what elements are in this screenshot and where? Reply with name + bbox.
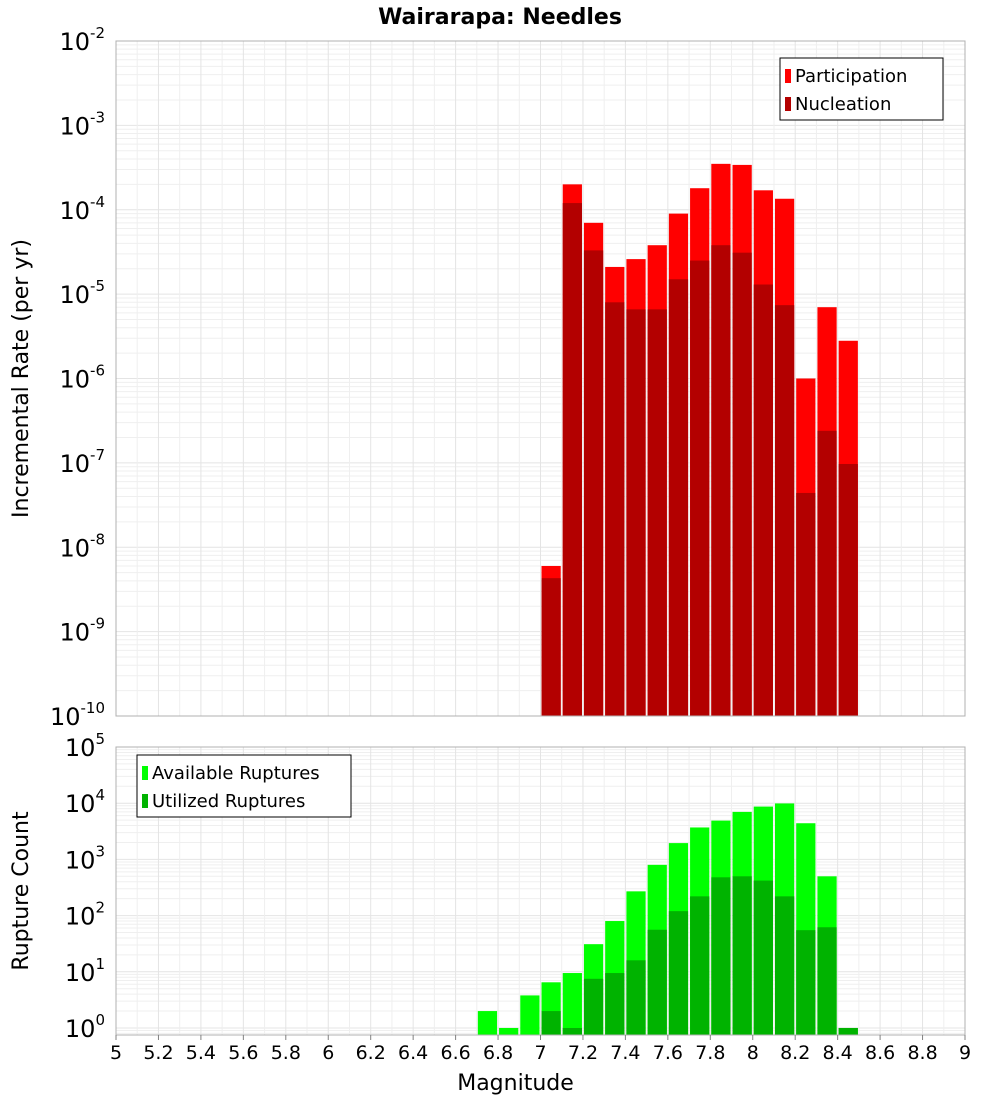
y-tick-label: 10-2: [59, 24, 105, 56]
bar: [605, 302, 625, 716]
bar: [668, 279, 689, 716]
bar: [668, 911, 689, 1035]
x-tick-label: 7.8: [695, 1042, 725, 1064]
y-tick-label: 10-7: [59, 446, 105, 478]
y-tick-label: 104: [65, 786, 105, 818]
x-tick-label: 9: [959, 1042, 971, 1064]
legend-label: Participation: [795, 66, 907, 87]
x-tick-label: 8.4: [823, 1042, 853, 1064]
y-tick-label: 10-4: [59, 193, 105, 225]
x-tick-label: 8.8: [907, 1042, 937, 1064]
x-tick-label: 6: [322, 1042, 334, 1064]
y-tick-label: 103: [65, 842, 105, 874]
x-tick-label: 5.2: [143, 1042, 173, 1064]
legend-label: Available Ruptures: [152, 763, 320, 784]
bottom-y-axis-title: Rupture Count: [9, 811, 34, 971]
top-legend: Participation Nucleation: [779, 57, 944, 121]
x-tick-label: 8.2: [780, 1042, 810, 1064]
x-tick-label: 6.6: [440, 1042, 470, 1064]
y-tick-label: 102: [65, 899, 105, 931]
bar: [499, 1027, 519, 1035]
bar: [796, 492, 816, 716]
bar: [647, 929, 667, 1035]
x-tick-label: 5.6: [228, 1042, 258, 1064]
legend-swatch: [142, 794, 148, 808]
y-tick-label: 101: [65, 955, 105, 987]
bar: [583, 250, 604, 717]
x-tick-label: 7.2: [568, 1042, 598, 1064]
y-tick-label: 10-5: [59, 277, 105, 309]
x-tick-label: 7: [534, 1042, 546, 1064]
bar: [690, 896, 710, 1035]
bar: [647, 309, 667, 716]
legend-box: [136, 754, 352, 818]
bar: [583, 978, 604, 1035]
bottom-panel: 105 104 103 102 101 100 Rupture Count Available…: [9, 730, 971, 1096]
legend-box: [779, 57, 944, 121]
bottom-bars: [477, 803, 858, 1035]
legend-label: Utilized Ruptures: [152, 791, 305, 812]
x-tick-label: 7.6: [653, 1042, 683, 1064]
y-tick-label: 105: [65, 730, 105, 762]
bar: [541, 1011, 561, 1035]
bar: [626, 309, 646, 716]
legend-swatch: [785, 97, 791, 111]
bar: [817, 430, 837, 716]
bar: [838, 1027, 858, 1035]
bar: [732, 252, 752, 716]
top-plot-frame: [115, 40, 966, 717]
top-y-axis-title: Incremental Rate (per yr): [9, 239, 34, 518]
x-tick-label: 5.4: [186, 1042, 216, 1064]
bar: [753, 880, 773, 1035]
bottom-legend: Available Ruptures Utilized Ruptures: [136, 754, 352, 818]
x-tick-label: 7.4: [610, 1042, 640, 1064]
bar: [562, 203, 582, 716]
bar: [711, 245, 731, 717]
x-tick-labels: 5 5.2 5.4 5.6 5.8 6 6.2 6.4 6.6 6.8 7 7.2 7.4 7.6 7.8 8…: [110, 1035, 971, 1064]
y-tick-label: 10-10: [50, 699, 105, 731]
y-tick-label: 10-3: [59, 108, 105, 140]
bar: [477, 1011, 498, 1035]
legend-label: Nucleation: [795, 94, 891, 115]
legend-swatch: [785, 69, 791, 83]
bar: [753, 284, 773, 716]
bar: [690, 260, 710, 716]
bottom-series-utilized-ruptures: [541, 876, 858, 1035]
top-y-tick-labels: 10-2 10-3 10-4 10-5 10-6 10-7 10-8 10-9 10-10: [50, 24, 105, 731]
bar: [605, 973, 625, 1035]
legend-swatch: [142, 766, 148, 780]
bar: [562, 1027, 582, 1035]
bar: [774, 305, 795, 716]
x-tick-label: 6.8: [483, 1042, 513, 1064]
y-tick-label: 10-9: [59, 615, 105, 647]
top-series-nucleation: [541, 203, 858, 717]
bar: [541, 578, 561, 716]
x-tick-label: 6.2: [356, 1042, 386, 1064]
bar: [732, 876, 752, 1035]
y-tick-label: 100: [65, 1011, 105, 1043]
bar: [817, 927, 837, 1035]
x-tick-label: 6.4: [398, 1042, 428, 1064]
top-bars: [541, 163, 858, 717]
bar: [774, 896, 795, 1035]
chart-title: Wairarapa: Needles: [378, 5, 622, 30]
bar: [711, 877, 731, 1035]
bar: [796, 930, 816, 1035]
y-tick-label: 10-8: [59, 530, 105, 562]
bar: [838, 463, 858, 716]
x-tick-label: 8: [747, 1042, 759, 1064]
y-tick-label: 10-6: [59, 362, 105, 394]
x-tick-label: 5: [110, 1042, 122, 1064]
x-tick-label: 8.6: [865, 1042, 895, 1064]
bar: [626, 960, 646, 1035]
x-tick-label: 5.8: [271, 1042, 301, 1064]
top-gridlines: [115, 40, 966, 717]
bar: [520, 995, 540, 1035]
x-axis-title: Magnitude: [457, 1071, 574, 1096]
top-panel: 10-2 10-3 10-4 10-5 10-6 10-7 10-8 10-9 10-10 Inc…: [9, 24, 966, 731]
bar: [562, 973, 582, 1035]
bottom-y-tick-labels: 105 104 103 102 101 100: [65, 730, 105, 1043]
